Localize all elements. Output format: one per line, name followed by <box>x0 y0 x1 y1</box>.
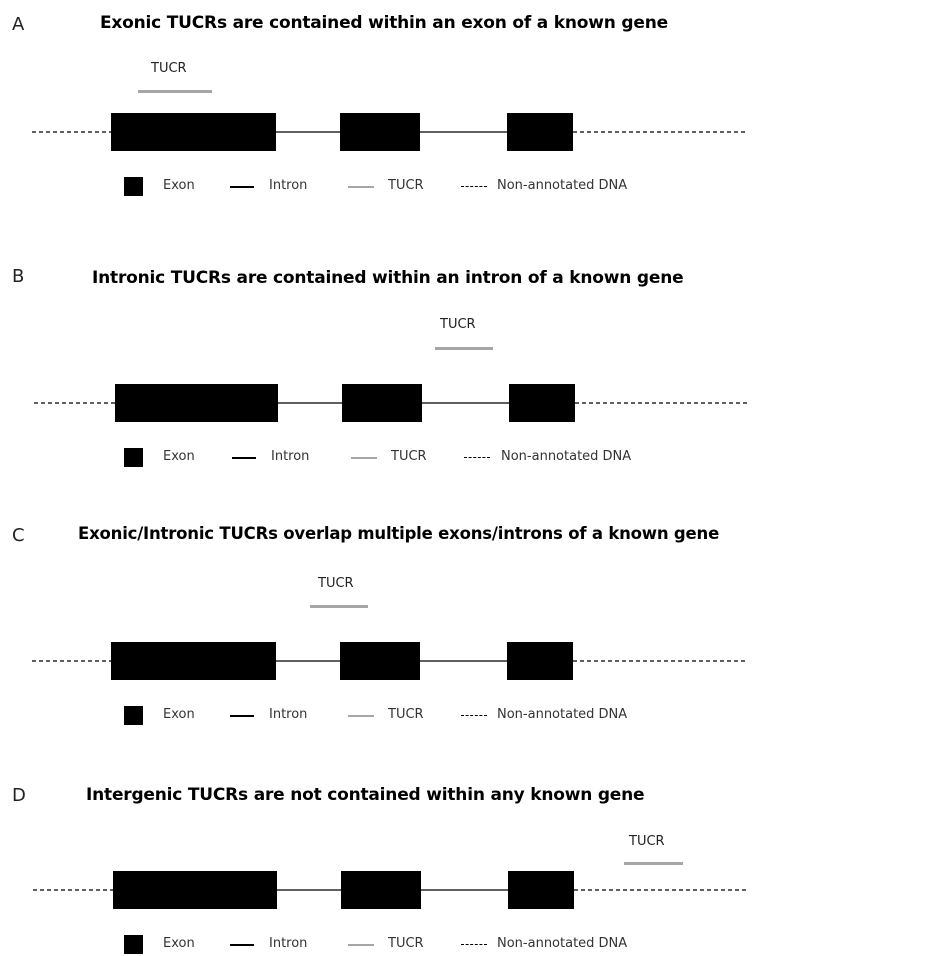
panel-letter: B <box>12 266 25 287</box>
tucr-swatch <box>348 944 374 946</box>
legend-exon-label: Exon <box>163 707 195 722</box>
panel-letter: D <box>12 785 26 806</box>
exon-3 <box>508 871 574 909</box>
panel-letter: A <box>12 14 25 35</box>
gene-structure <box>34 384 749 422</box>
panel-title: Exonic TUCRs are contained within an exo… <box>100 13 668 33</box>
exon-3 <box>507 113 573 151</box>
tucr-label: TUCR <box>151 61 187 76</box>
exon-swatch <box>124 177 143 196</box>
legend-intron-label: Intron <box>269 178 308 193</box>
tucr-label: TUCR <box>629 834 665 849</box>
tucr-label: TUCR <box>318 576 354 591</box>
panel-title: Intronic TUCRs are contained within an i… <box>92 268 684 288</box>
legend-tucr-label: TUCR <box>391 449 427 464</box>
legend-intron-label: Intron <box>269 936 308 951</box>
exon-swatch <box>124 706 143 725</box>
exon-2 <box>340 642 420 680</box>
non-annotated-dna-swatch <box>461 186 487 187</box>
panel-letter: C <box>12 525 25 546</box>
legend-tucr-label: TUCR <box>388 178 424 193</box>
legend-tucr-label: TUCR <box>388 707 424 722</box>
panel-title: Intergenic TUCRs are not contained withi… <box>86 785 645 805</box>
gene-structure <box>33 871 748 909</box>
exon-1 <box>115 384 278 422</box>
legend-non-annotated-label: Non-annotated DNA <box>497 178 628 193</box>
exon-3 <box>509 384 575 422</box>
exon-1 <box>111 642 276 680</box>
tucr-bar <box>138 90 212 93</box>
intron-swatch <box>230 715 254 717</box>
tucr-bar <box>435 347 493 350</box>
exon-2 <box>342 384 422 422</box>
intron-swatch <box>230 944 254 946</box>
gene-structure <box>32 113 748 151</box>
non-annotated-dna-swatch <box>461 715 487 716</box>
tucr-swatch <box>348 715 374 717</box>
exon-2 <box>341 871 421 909</box>
legend-non-annotated-label: Non-annotated DNA <box>497 707 628 722</box>
non-annotated-dna-swatch <box>461 944 487 945</box>
exon-swatch <box>124 448 143 467</box>
exon-swatch <box>124 935 143 954</box>
legend-tucr-label: TUCR <box>388 936 424 951</box>
legend-exon-label: Exon <box>163 449 195 464</box>
exon-2 <box>340 113 420 151</box>
legend-intron-label: Intron <box>271 449 310 464</box>
gene-structure <box>32 642 748 680</box>
tucr-bar <box>624 862 683 865</box>
legend-non-annotated-label: Non-annotated DNA <box>501 449 632 464</box>
tucr-bar <box>310 605 368 608</box>
legend-exon-label: Exon <box>163 178 195 193</box>
tucr-swatch <box>348 186 374 188</box>
exon-1 <box>111 113 276 151</box>
legend-non-annotated-label: Non-annotated DNA <box>497 936 628 951</box>
legend-exon-label: Exon <box>163 936 195 951</box>
legend-intron-label: Intron <box>269 707 308 722</box>
intron-swatch <box>232 457 256 459</box>
panel-title: Exonic/Intronic TUCRs overlap multiple e… <box>78 524 720 543</box>
non-annotated-dna-swatch <box>464 457 490 458</box>
tucr-swatch <box>351 457 377 459</box>
tucr-label: TUCR <box>440 317 476 332</box>
intron-swatch <box>230 186 254 188</box>
exon-1 <box>113 871 277 909</box>
exon-3 <box>507 642 573 680</box>
